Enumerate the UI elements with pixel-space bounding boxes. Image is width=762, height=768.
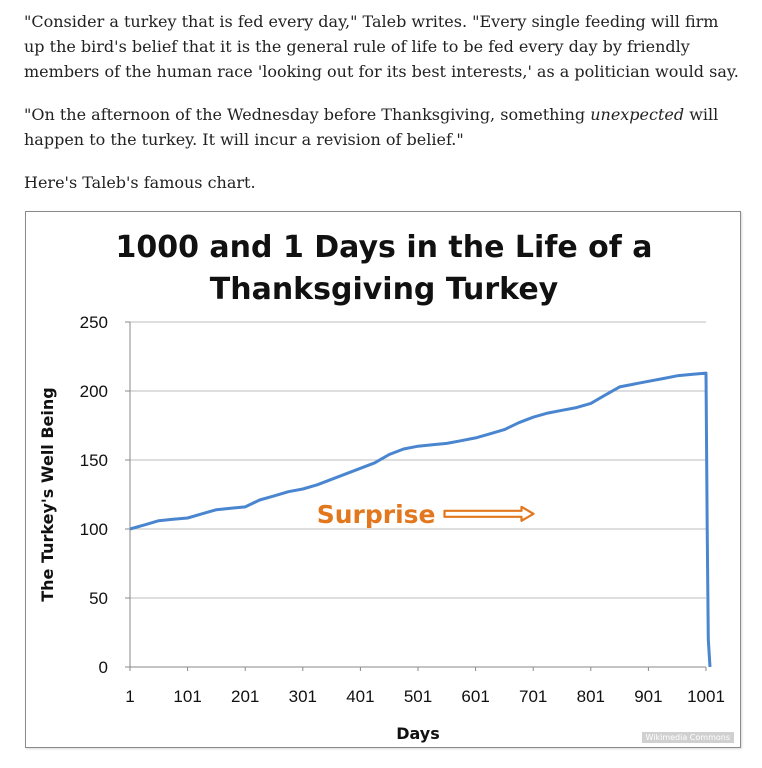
x-tick-label-201: 201 [231,687,259,706]
y-tick-label-150: 150 [80,451,108,470]
x-tick-labels: 1 101 201 301 401 501 601 701 801 901 1001 [125,687,725,706]
gridlines [130,321,706,599]
x-tick-label-101: 101 [173,687,201,706]
x-tick-label-501: 501 [404,687,432,706]
y-tick-label-200: 200 [80,382,108,401]
turkey-chart: 1000 and 1 Days in the Life of a Thanksg… [25,211,741,748]
x-tick-label-901: 901 [634,687,662,706]
x-tick-label-801: 801 [577,687,605,706]
x-axis-label: Days [396,724,440,743]
watermark-badge: Wikimedia Commons [641,732,734,743]
emphasis-unexpected: unexpected [590,105,685,124]
x-tick-label-301: 301 [289,687,317,706]
y-tick-label-250: 250 [80,313,108,332]
y-tick-labels: 0 50 100 150 200 250 [80,313,108,677]
quote-paragraph-2-end: will happen to the turkey. It will incur… [24,105,719,149]
y-tick-label-100: 100 [80,520,108,539]
x-tick-label-601: 601 [461,687,489,706]
annotation-layer: Surprise [317,500,535,529]
x-tick-label-1: 1 [125,687,134,706]
series-layer [129,371,712,668]
annotation-text: Surprise [317,500,436,529]
y-axis-label: The Turkey's Well Being [38,387,57,602]
y-tick-label-0: 0 [99,658,108,677]
x-tick-label-701: 701 [519,687,547,706]
x-tick-label-1001: 1001 [687,687,725,706]
x-tick-label-401: 401 [346,687,374,706]
series-line-0 [129,371,712,668]
axes [125,321,707,671]
chart-title-line-1: 1000 and 1 Days in the Life of a [115,230,652,265]
quote-paragraph-2-start: "On the afternoon of the Wednesday befor… [24,105,591,124]
y-tick-label-50: 50 [89,589,108,608]
quote-paragraph-1: "Consider a turkey that is fed every day… [24,12,739,81]
chart-intro-paragraph: Here's Taleb's famous chart. [24,173,256,192]
turkey-chart-svg: 1000 and 1 Days in the Life of a Thanksg… [38,230,725,743]
quote-paragraph-2: "On the afternoon of the Wednesday befor… [24,102,740,152]
chart-title-line-2: Thanksgiving Turkey [210,272,559,307]
annotation-arrow [443,505,535,522]
